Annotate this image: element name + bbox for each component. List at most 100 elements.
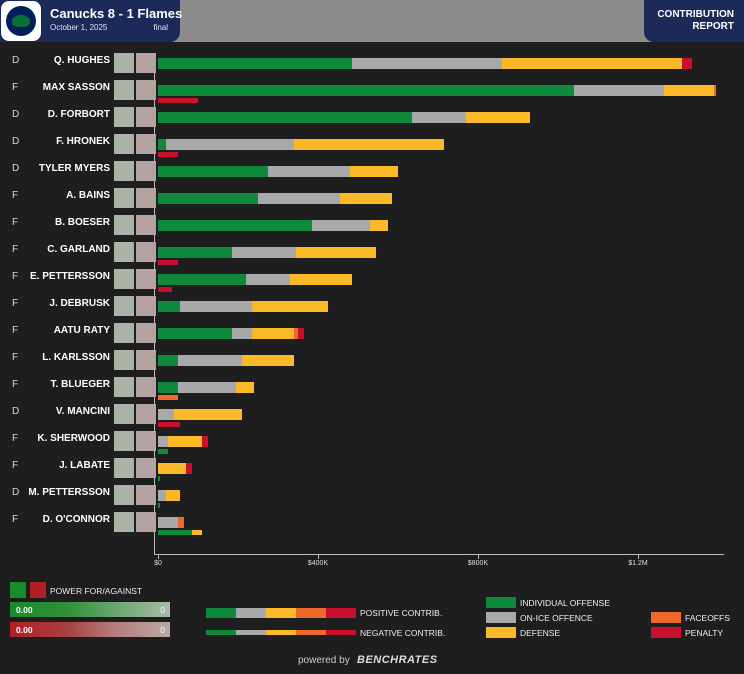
- faceoffs-swatch: [651, 612, 681, 623]
- player-name: M. PETTERSSON: [28, 487, 110, 498]
- bar-positive-on-ice-offence: [166, 139, 294, 150]
- bar-negative-faceoffs: [158, 395, 178, 400]
- player-row: D F. HRONEK: [0, 132, 744, 157]
- power-for-count: 0: [160, 605, 165, 615]
- power-legend-title: POWER FOR/AGAINST: [50, 586, 143, 596]
- bar-positive-defense: [168, 436, 202, 447]
- bar-positive-individual-offense: [158, 301, 180, 312]
- player-position: D: [12, 136, 20, 147]
- player-row: D V. MANCINI: [0, 402, 744, 427]
- player-position: F: [12, 244, 19, 255]
- bar-positive-on-ice-offence: [158, 490, 166, 501]
- bar-positive-penalty: [186, 463, 192, 474]
- power-against-cell: [136, 188, 156, 208]
- power-against-cell: [136, 107, 156, 127]
- bar-positive-on-ice-offence: [268, 166, 350, 177]
- power-for-cell: [114, 323, 134, 343]
- on-ice-offence-label: ON-ICE OFFENCE: [520, 613, 593, 623]
- player-name: J. LABATE: [59, 460, 110, 471]
- player-position: F: [12, 82, 19, 93]
- bar-positive-individual-offense: [158, 382, 178, 393]
- bar-positive-on-ice-offence: [412, 112, 466, 123]
- player-name: J. DEBRUSK: [49, 298, 110, 309]
- player-row: F T. BLUEGER: [0, 375, 744, 400]
- player-position: F: [12, 298, 19, 309]
- team-logo: [1, 1, 41, 41]
- player-name: V. MANCINI: [55, 406, 110, 417]
- negative-contrib-label: NEGATIVE CONTRIB.: [360, 628, 446, 638]
- power-against-gradient: 0.00 0: [10, 622, 170, 637]
- power-for-cell: [114, 188, 134, 208]
- player-position: F: [12, 460, 19, 471]
- bar-positive-on-ice-offence: [312, 220, 370, 231]
- power-against-cell: [136, 350, 156, 370]
- power-for-cell: [114, 80, 134, 100]
- penalty-label: PENALTY: [685, 628, 724, 638]
- bar-positive-individual-offense: [158, 355, 178, 366]
- bar-negative-penalty: [158, 260, 178, 265]
- power-for-cell: [114, 458, 134, 478]
- bar-positive-on-ice-offence: [258, 193, 340, 204]
- bar-positive-defense: [252, 328, 294, 339]
- bar-positive-defense: [340, 193, 392, 204]
- canucks-orca-logo-icon: [6, 6, 36, 36]
- player-position: D: [12, 487, 20, 498]
- player-row: F J. LABATE: [0, 456, 744, 481]
- bar-negative-defense: [192, 530, 202, 535]
- bar-positive-penalty: [682, 58, 692, 69]
- player-row: D D. FORBORT: [0, 105, 744, 129]
- power-against-cell: [136, 485, 156, 505]
- bar-negative-individual-offense: [158, 476, 160, 481]
- bar-positive-individual-offense: [158, 139, 166, 150]
- player-row: F D. O'CONNOR: [0, 510, 744, 535]
- bar-positive-faceoffs: [294, 328, 298, 339]
- player-position: F: [12, 271, 19, 282]
- bar-positive-defense: [242, 355, 294, 366]
- bar-negative-penalty: [158, 422, 180, 427]
- penalty-swatch: [651, 627, 681, 638]
- power-for-cell: [114, 134, 134, 154]
- player-name: E. PETTERSSON: [29, 271, 110, 282]
- bar-positive-on-ice-offence: [158, 436, 168, 447]
- report-label-line2: REPORT: [692, 21, 734, 32]
- bar-negative-individual-offense: [158, 449, 168, 454]
- bar-positive-individual-offense: [158, 328, 232, 339]
- bar-positive-on-ice-offence: [158, 409, 174, 420]
- bar-positive-defense: [294, 139, 444, 150]
- bar-negative-individual-offense: [158, 503, 160, 508]
- game-info-box: Canucks 8 - 1 Flames October 1, 2025 fin…: [0, 0, 182, 42]
- bar-positive-faceoffs: [178, 517, 184, 528]
- player-row: D Q. HUGHES: [0, 51, 744, 75]
- player-row: F MAX SASSON: [0, 78, 744, 103]
- power-against-value: 0.00: [16, 625, 33, 635]
- power-against-cell: [136, 269, 156, 289]
- bar-positive-on-ice-offence: [246, 274, 290, 285]
- bar-positive-on-ice-offence: [178, 382, 236, 393]
- positive-contrib-swatch: [206, 608, 356, 618]
- bar-positive-defense: [502, 58, 682, 69]
- player-row: F E. PETTERSSON: [0, 267, 744, 292]
- power-against-cell: [136, 323, 156, 343]
- report-label-line1: CONTRIBUTION: [657, 9, 734, 20]
- power-against-cell: [136, 512, 156, 532]
- bar-positive-individual-offense: [158, 85, 574, 96]
- player-position: F: [12, 433, 19, 444]
- bar-positive-on-ice-offence: [574, 85, 664, 96]
- power-against-cell: [136, 215, 156, 235]
- bar-negative-penalty: [158, 152, 178, 157]
- on-ice-offence-swatch: [486, 612, 516, 623]
- player-position: D: [12, 55, 20, 66]
- player-name: A. BAINS: [66, 190, 110, 201]
- bar-positive-defense: [296, 247, 376, 258]
- bar-positive-defense: [466, 112, 530, 123]
- x-axis-tick: [318, 555, 319, 559]
- bar-positive-defense: [290, 274, 352, 285]
- bar-positive-penalty: [202, 436, 208, 447]
- power-against-cell: [136, 404, 156, 424]
- player-row: F K. SHERWOOD: [0, 429, 744, 454]
- power-for-cell: [114, 404, 134, 424]
- bar-positive-defense: [252, 301, 328, 312]
- game-date: October 1, 2025: [50, 23, 108, 32]
- power-against-cell: [136, 161, 156, 181]
- x-axis-tick-label: $1.2M: [628, 560, 648, 567]
